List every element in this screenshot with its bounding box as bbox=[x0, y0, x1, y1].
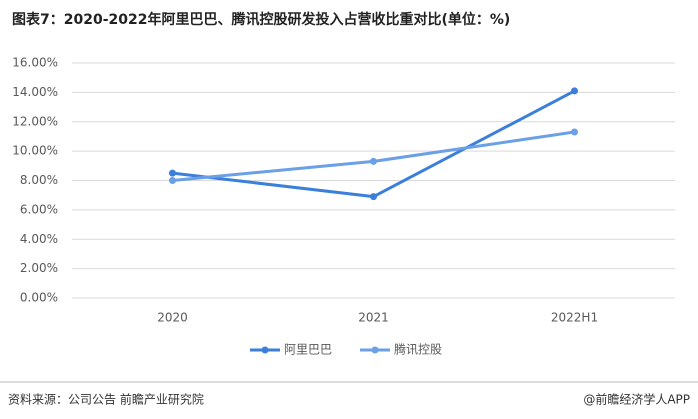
credit: @前瞻经济学人APP bbox=[583, 392, 690, 407]
point bbox=[370, 193, 377, 201]
y-tick-label: 12.00% bbox=[12, 114, 58, 128]
y-tick-label: 16.00% bbox=[12, 56, 58, 70]
y-tick-label: 6.00% bbox=[20, 202, 58, 216]
legend-label: 阿里巴巴 bbox=[284, 343, 332, 357]
y-tick-label: 2.00% bbox=[20, 261, 58, 275]
series-line bbox=[172, 130, 575, 182]
point bbox=[571, 87, 578, 95]
x-tick-label: 2022H1 bbox=[551, 311, 598, 325]
point bbox=[169, 169, 176, 177]
y-tick-label: 8.00% bbox=[20, 173, 58, 187]
y-tick-label: 4.00% bbox=[20, 232, 58, 246]
legend-marker bbox=[261, 346, 269, 354]
y-tick-label: 0.00% bbox=[20, 291, 58, 305]
x-tick-label: 2021 bbox=[358, 311, 389, 325]
legend-marker bbox=[371, 346, 379, 354]
chart-title: 图表7：2020-2022年阿里巴巴、腾讯控股研发投入占营收比重对比(单位：%) bbox=[12, 11, 510, 28]
point bbox=[571, 128, 578, 136]
point bbox=[370, 157, 377, 165]
y-tick-label: 10.00% bbox=[12, 144, 58, 158]
source: 资料来源：公司公告 前瞻产业研究院 bbox=[8, 392, 204, 407]
legend-label: 腾讯控股 bbox=[394, 342, 442, 357]
y-tick-label: 14.00% bbox=[12, 85, 58, 99]
point bbox=[169, 177, 176, 184]
x-tick-label: 2020 bbox=[157, 311, 188, 325]
